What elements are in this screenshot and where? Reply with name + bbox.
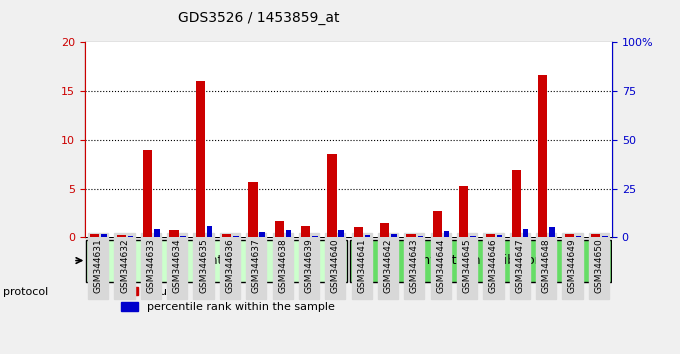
Bar bbox=[339, 230, 344, 237]
Bar bbox=[260, 232, 265, 237]
Bar bbox=[101, 234, 107, 237]
Bar bbox=[207, 226, 212, 237]
FancyBboxPatch shape bbox=[350, 240, 611, 281]
Bar bbox=[486, 234, 495, 237]
Bar bbox=[301, 227, 310, 237]
Bar bbox=[418, 236, 423, 237]
Bar bbox=[117, 235, 126, 237]
Bar bbox=[275, 221, 284, 237]
Legend: count, percentile rank within the sample: count, percentile rank within the sample bbox=[117, 282, 339, 317]
Text: myostatin inhibition: myostatin inhibition bbox=[418, 254, 543, 267]
FancyBboxPatch shape bbox=[86, 240, 347, 281]
Bar bbox=[354, 228, 363, 237]
Bar bbox=[407, 234, 415, 237]
Bar bbox=[328, 154, 337, 237]
Bar bbox=[523, 229, 528, 237]
Bar bbox=[248, 182, 258, 237]
Bar bbox=[169, 230, 179, 237]
Bar bbox=[380, 223, 390, 237]
Bar bbox=[576, 236, 581, 237]
Bar bbox=[312, 236, 318, 237]
Text: GDS3526 / 1453859_at: GDS3526 / 1453859_at bbox=[177, 11, 339, 25]
Bar bbox=[549, 227, 555, 237]
Bar bbox=[602, 236, 607, 237]
Bar bbox=[286, 230, 291, 237]
Bar bbox=[391, 234, 396, 237]
Bar bbox=[564, 234, 574, 237]
Bar bbox=[471, 236, 476, 237]
Bar bbox=[591, 234, 600, 237]
Bar bbox=[512, 170, 521, 237]
Bar bbox=[154, 229, 160, 237]
Text: protocol: protocol bbox=[3, 287, 49, 297]
Bar bbox=[539, 75, 547, 237]
Bar bbox=[233, 236, 239, 237]
Bar bbox=[180, 236, 186, 237]
Bar bbox=[432, 211, 442, 237]
Bar bbox=[196, 81, 205, 237]
Bar bbox=[444, 232, 449, 237]
Bar bbox=[143, 150, 152, 237]
Bar bbox=[128, 236, 133, 237]
Bar bbox=[496, 235, 502, 237]
Bar bbox=[365, 235, 371, 237]
Text: control: control bbox=[195, 254, 239, 267]
Bar bbox=[90, 234, 99, 237]
Bar bbox=[222, 234, 231, 237]
Bar bbox=[459, 185, 469, 237]
